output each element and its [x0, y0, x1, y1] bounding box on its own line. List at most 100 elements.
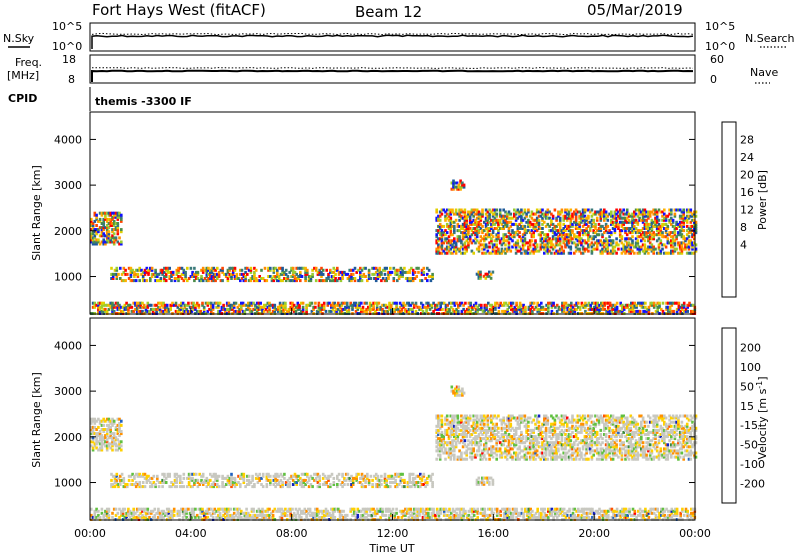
power-cell: [560, 245, 564, 249]
power-cell: [439, 307, 442, 311]
power-cell: [278, 305, 282, 309]
power-cell: [226, 268, 230, 272]
power-cell: [440, 237, 444, 241]
power-cell: [668, 305, 672, 309]
power-cell: [543, 245, 546, 249]
vel-cell: [239, 483, 242, 486]
power-cell: [511, 216, 514, 220]
power-cell: [164, 305, 167, 309]
power-cell: [562, 307, 566, 311]
power-cell: [456, 229, 460, 233]
power-cell: [687, 247, 691, 251]
power-cell: [484, 272, 488, 276]
power-cell: [655, 218, 659, 222]
power-cell: [444, 305, 448, 309]
vel-cell: [417, 481, 420, 484]
power-cell: [521, 239, 525, 243]
power-cell: [493, 218, 497, 222]
power-colorbar-tick: 20: [740, 169, 754, 182]
power-cell: [465, 224, 468, 228]
power-cell: [561, 305, 564, 309]
power-cell: [373, 272, 376, 276]
power-cell: [558, 220, 562, 224]
power-cell: [643, 243, 647, 247]
vel-cell: [409, 507, 412, 511]
power-cell: [497, 251, 500, 255]
vel-cell: [156, 476, 159, 480]
power-cell: [587, 235, 590, 239]
power-cell: [546, 235, 550, 239]
power-cell: [561, 309, 564, 313]
freq-label-line2: [MHz]: [7, 69, 39, 82]
power-cell: [567, 210, 571, 214]
power-cell: [682, 224, 685, 228]
power-cell: [486, 227, 490, 230]
power-cell: [184, 277, 187, 280]
power-cell: [520, 251, 523, 255]
power-cell: [111, 305, 114, 309]
power-cell: [502, 239, 505, 243]
power-cell: [428, 303, 432, 307]
power-cell: [451, 245, 454, 249]
vel-cell: [100, 428, 104, 431]
power-cell: [509, 212, 513, 216]
vel-cell: [308, 509, 312, 513]
power-cell: [670, 309, 674, 313]
power-cell: [440, 208, 444, 212]
power-cell: [495, 218, 498, 222]
power-cell: [502, 227, 505, 230]
power-cell: [500, 222, 504, 226]
power-cell: [631, 220, 634, 224]
power-cell: [437, 214, 440, 218]
power-cell: [148, 309, 151, 313]
power-cell: [614, 307, 617, 311]
vel-cell: [276, 472, 279, 476]
vel-cell: [259, 513, 262, 517]
power-cell: [284, 279, 288, 283]
power-cell: [380, 272, 383, 276]
vel-cell: [408, 474, 411, 478]
power-cell: [565, 218, 569, 222]
power-cell: [150, 275, 154, 278]
vel-cell: [114, 507, 118, 511]
power-cell: [564, 208, 567, 212]
power-cell: [514, 231, 518, 235]
power-cell: [247, 268, 251, 272]
power-cell: [652, 237, 655, 241]
power-cell: [537, 233, 541, 237]
power-cell: [543, 247, 546, 251]
power-cell: [453, 247, 456, 251]
power-cell: [497, 249, 500, 253]
power-cell: [194, 270, 198, 274]
power-cell: [673, 227, 677, 230]
vel-cell: [317, 509, 321, 513]
power-cell: [687, 251, 691, 255]
power-cell: [474, 212, 477, 216]
power-cell: [128, 305, 132, 309]
power-cell: [565, 212, 569, 216]
vel-cell: [383, 472, 387, 476]
vel-cell: [322, 509, 326, 513]
power-cell: [481, 247, 484, 251]
power-cell: [614, 309, 617, 313]
power-cell: [675, 307, 679, 311]
power-cell: [673, 243, 677, 247]
power-cell: [247, 303, 250, 307]
vel-cell: [262, 509, 266, 513]
power-cell: [141, 275, 145, 278]
power-cell: [170, 270, 173, 274]
power-cell: [560, 235, 564, 239]
vel-cell: [200, 474, 203, 478]
power-cell: [405, 309, 409, 313]
power-cell: [460, 309, 464, 313]
power-cell: [465, 218, 468, 222]
power-cell: [521, 218, 525, 222]
power-cell: [467, 231, 470, 235]
power-cell: [447, 214, 451, 218]
power-cell: [112, 240, 116, 244]
power-cell: [663, 251, 666, 255]
power-cell: [682, 309, 686, 313]
power-cell: [271, 303, 275, 307]
power-cell: [594, 305, 598, 309]
vel-cell: [214, 478, 217, 482]
